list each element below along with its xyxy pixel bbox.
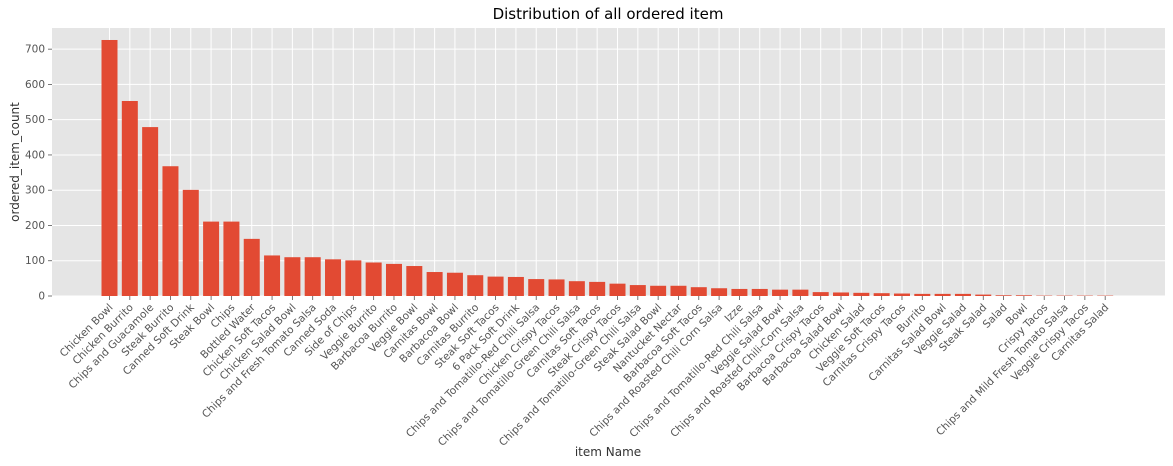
bar-13: [365, 262, 382, 296]
bar-41: [934, 293, 951, 296]
bar-39: [893, 293, 910, 296]
bar-26: [629, 285, 646, 296]
y-tick-label: 500: [25, 114, 45, 126]
bar-28: [670, 285, 687, 296]
bar-7: [243, 238, 260, 296]
x-axis-label: item Name: [575, 445, 641, 459]
bar-8: [264, 255, 281, 296]
bar-18: [467, 275, 484, 296]
y-axis-ticks: 0 100 200 300 400 500 600 700: [25, 44, 52, 303]
bar-44: [995, 295, 1012, 296]
bar-14: [385, 263, 402, 296]
bar-34: [792, 289, 809, 296]
y-tick-label: 600: [25, 79, 45, 91]
bar-19: [487, 276, 504, 296]
y-tick-label: 0: [38, 291, 45, 303]
bar-22: [548, 279, 565, 296]
bar-15: [406, 266, 423, 296]
bar-4: [182, 189, 199, 296]
bar-30: [711, 288, 728, 296]
bar-29: [690, 287, 707, 296]
chart-title: Distribution of all ordered item: [493, 5, 724, 23]
y-tick-label: 700: [25, 44, 45, 56]
bar-43: [975, 294, 992, 296]
bar-20: [507, 276, 524, 296]
bar-31: [731, 288, 748, 296]
bar-45: [1015, 295, 1032, 296]
bar-5: [203, 221, 220, 296]
bar-3: [162, 166, 179, 296]
bar-6: [223, 221, 240, 296]
bar-1: [121, 100, 138, 296]
bar-16: [426, 272, 443, 296]
y-tick-label: 300: [25, 185, 45, 197]
y-tick-label: 100: [25, 255, 45, 267]
y-axis-label: ordered_item_count: [8, 102, 22, 222]
bar-38: [873, 293, 890, 296]
bar-37: [853, 292, 870, 296]
bars: [101, 39, 1114, 297]
bar-35: [812, 292, 829, 296]
bar-23: [568, 281, 585, 296]
bar-40: [914, 293, 931, 296]
bar-17: [446, 272, 463, 296]
bar-42: [954, 293, 971, 296]
y-tick-label: 200: [25, 220, 45, 232]
bar-24: [589, 281, 606, 296]
bar-9: [284, 257, 301, 296]
bar-2: [142, 127, 159, 296]
bar-11: [325, 259, 342, 296]
bar-32: [751, 288, 768, 296]
bar-21: [528, 279, 545, 296]
bar-10: [304, 257, 321, 296]
bar-12: [345, 260, 362, 296]
y-tick-label: 400: [25, 149, 45, 161]
bar-0: [101, 39, 118, 297]
bar-33: [772, 289, 789, 296]
bar-36: [833, 292, 850, 296]
bar-25: [609, 283, 626, 296]
bar-27: [650, 285, 667, 296]
